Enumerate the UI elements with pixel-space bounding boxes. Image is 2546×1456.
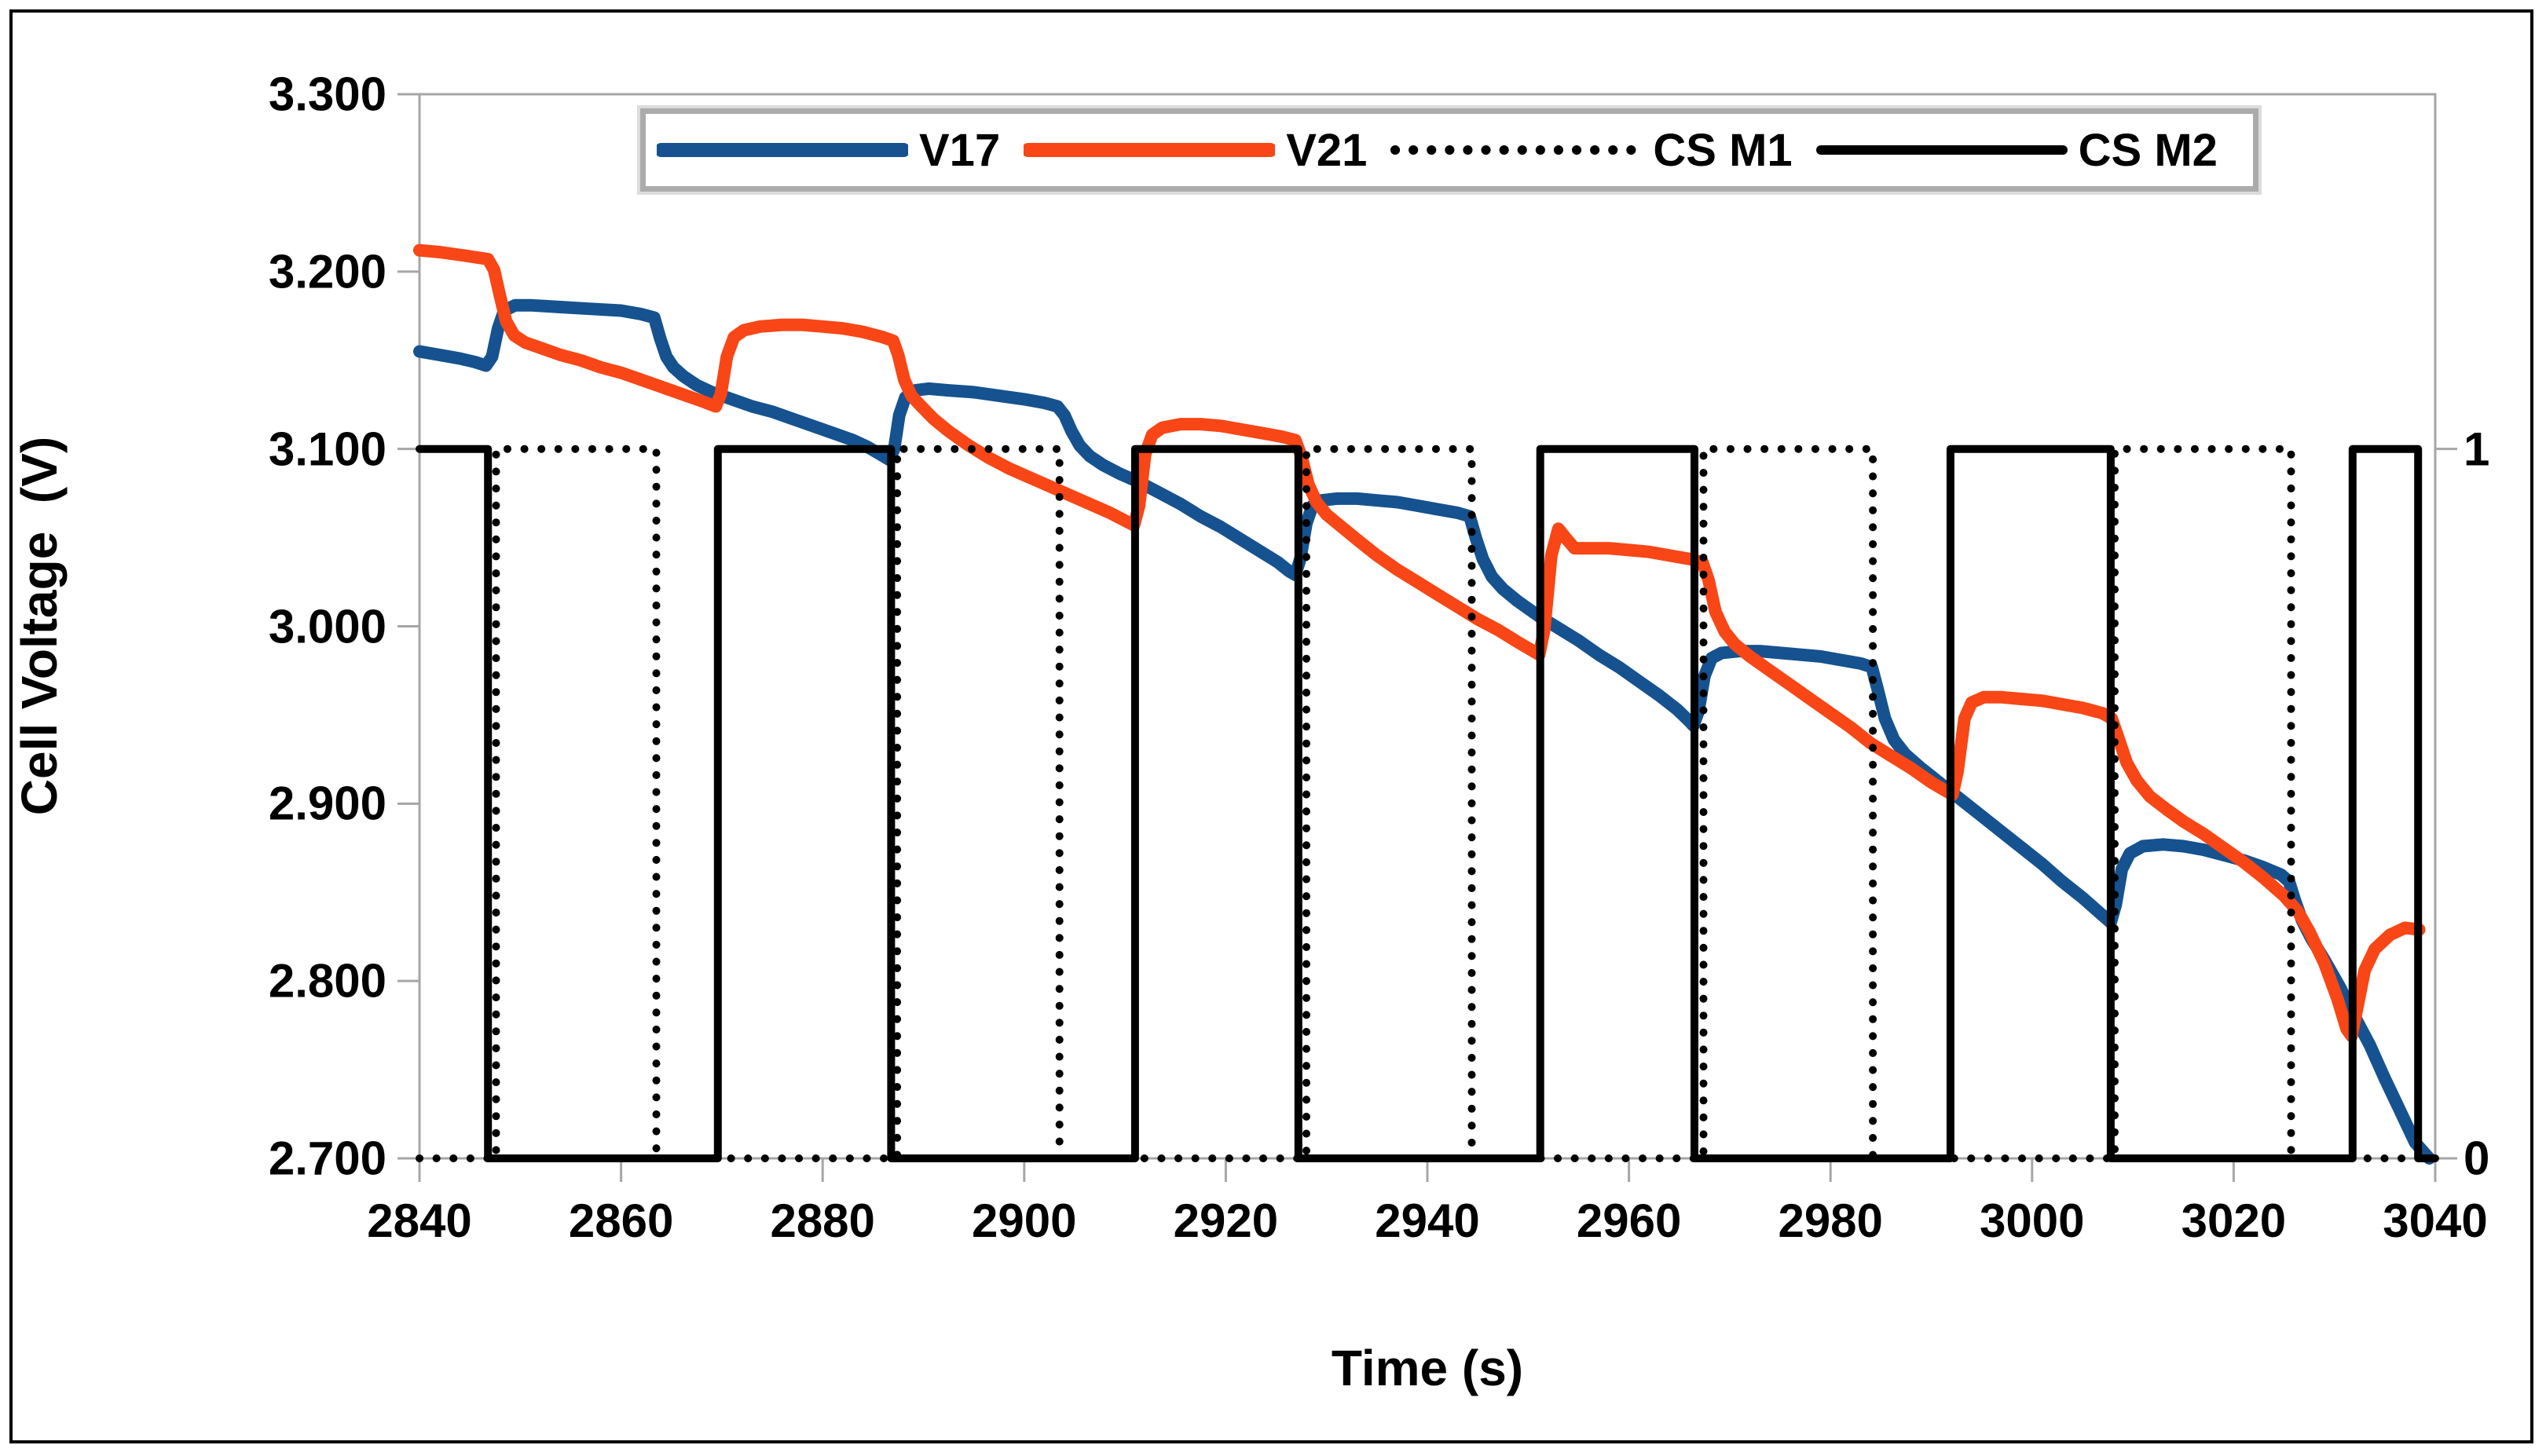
legend-item-v17: V17 — [657, 124, 1000, 177]
series-cs-m2-line — [416, 444, 2439, 1162]
x-tick-label: 2840 — [367, 1194, 472, 1247]
y-tick-label: 2.900 — [268, 777, 386, 830]
y-tick-label: 2.800 — [268, 954, 386, 1008]
plot-border — [418, 93, 2437, 1160]
x-tick-label: 2980 — [1778, 1194, 1883, 1247]
legend-item-v21: V21 — [1024, 124, 1367, 177]
legend-label: V21 — [1286, 124, 1368, 176]
legend-label: CS M2 — [2078, 124, 2218, 176]
legend-item-cs-m2: CS M2 — [1815, 124, 2218, 177]
y-tick-label: 3.100 — [268, 423, 386, 476]
legend-box: V17 V21 CS M1 CS M2 — [640, 108, 2258, 192]
y2-tick-label: 0 — [2464, 1132, 2490, 1185]
x-tick-label: 3040 — [2383, 1194, 2488, 1247]
figure-border — [9, 9, 2533, 1443]
x-tick-label: 3020 — [2181, 1194, 2287, 1247]
legend-swatch-cs-m2 — [1815, 145, 2068, 155]
legend-swatch-cs-m1 — [1390, 145, 1643, 155]
y2-tick-label: 1 — [2464, 423, 2490, 476]
series-cs-m1-line — [416, 444, 2439, 1162]
legend-label: V17 — [919, 124, 1001, 176]
y-tick-label: 2.700 — [268, 1132, 386, 1185]
legend-swatch-v21 — [1024, 143, 1276, 157]
x-tick-label: 2880 — [770, 1194, 875, 1247]
legend-label: CS M1 — [1653, 124, 1793, 176]
legend-swatch-v17 — [657, 143, 908, 157]
y-tick-label: 3.000 — [268, 600, 386, 653]
x-tick-label: 2860 — [568, 1194, 674, 1247]
y-tick-label: 3.300 — [268, 68, 386, 121]
y-tick-label: 3.200 — [268, 245, 386, 298]
x-tick-label: 3000 — [1980, 1194, 2085, 1247]
x-tick-label: 2920 — [1173, 1194, 1279, 1247]
legend-item-cs-m1: CS M1 — [1390, 124, 1793, 177]
x-tick-label: 2960 — [1576, 1194, 1682, 1247]
x-tick-label: 2940 — [1375, 1194, 1480, 1247]
y-axis-title: Cell Voltage (V) — [11, 436, 68, 816]
x-tick-label: 2900 — [972, 1194, 1077, 1247]
x-axis-title: Time (s) — [1331, 1340, 1524, 1396]
